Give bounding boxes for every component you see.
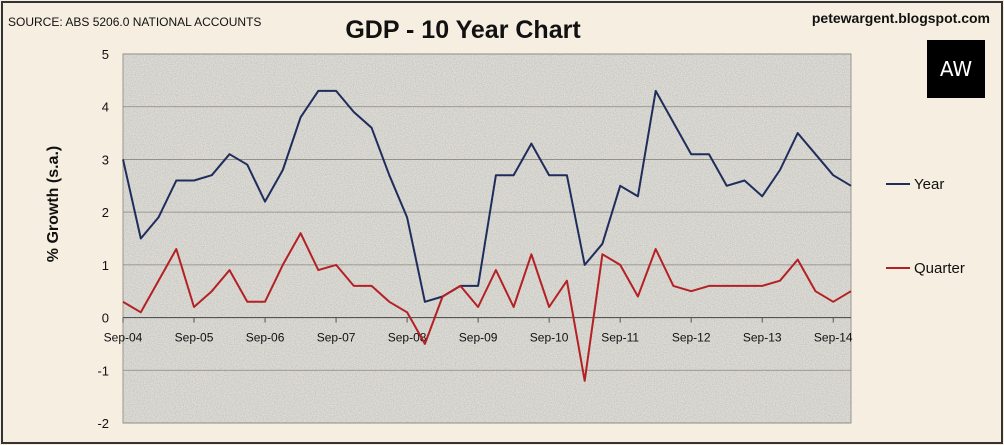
- x-tick-label: Sep-06: [246, 331, 285, 345]
- y-tick-label: 2: [102, 205, 109, 220]
- x-tick-label: Sep-04: [104, 331, 143, 345]
- chart-title: GDP - 10 Year Chart: [345, 16, 581, 44]
- grid-lines: [123, 53, 851, 424]
- series-line-quarter: [122, 232, 852, 382]
- plot-background: [122, 53, 852, 424]
- series-line-year: [122, 89, 852, 303]
- x-tick-label: Sep-05: [175, 331, 214, 345]
- legend-label-year: Year: [914, 176, 944, 193]
- x-tick-label: Sep-09: [459, 331, 498, 345]
- x-tick-label: Sep-11: [601, 331, 639, 345]
- x-tick-label: Sep-07: [317, 331, 356, 345]
- y-tick-label: 3: [102, 152, 109, 167]
- series-lines: [122, 89, 852, 382]
- blog-url: petewargent.blogspot.com: [812, 10, 990, 26]
- y-axis-label: % Growth (s.a.): [45, 146, 62, 262]
- y-tick-labels: -2 -1 0 1 2 3 4 5: [97, 47, 109, 431]
- y-tick-label: -2: [97, 416, 109, 431]
- y-tick-label: 0: [102, 311, 109, 326]
- x-tick-label: Sep-14: [814, 331, 853, 345]
- y-tick-label: 4: [102, 100, 109, 115]
- legend-label-quarter: Quarter: [914, 260, 965, 277]
- x-tick-label: Sep-12: [672, 331, 711, 345]
- source-label: SOURCE: ABS 5206.0 NATIONAL ACCOUNTS: [8, 15, 261, 29]
- x-tick-label: Sep-10: [530, 331, 569, 345]
- aw-logo: AW: [927, 40, 985, 98]
- x-tick-label: Sep-13: [743, 331, 782, 345]
- plot-texture: [123, 54, 851, 423]
- x-tick-label: Sep-08: [388, 331, 427, 345]
- x-tick-labels: Sep-04 Sep-05 Sep-06 Sep-07 Sep-08 Sep-09 Sep-…: [104, 317, 853, 345]
- y-tick-label: 5: [102, 47, 109, 62]
- y-tick-label: -1: [97, 363, 109, 378]
- y-tick-label: 1: [102, 258, 109, 273]
- legend: Year Quarter: [886, 176, 965, 277]
- logo-text: AW: [939, 57, 973, 81]
